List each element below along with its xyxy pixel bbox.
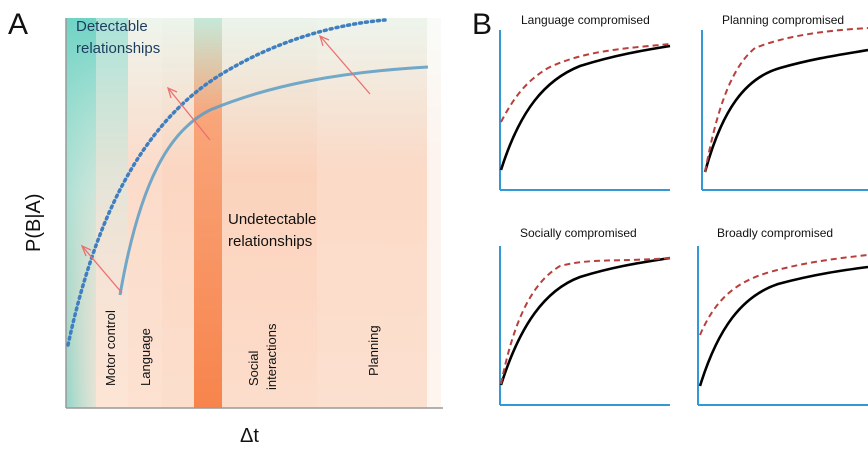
subplot-planning-compromised: Planning compromised [701,13,868,191]
subplot-title: Language compromised [521,13,650,27]
undetectable-label-line1: Undetectable [228,211,316,228]
subplot-broadly-compromised: Broadly compromised [697,226,868,406]
undetectable-label-line2: relationships [228,233,312,250]
subplot-language-compromised: Language compromised [499,13,671,191]
band-label-planning: Planning [366,325,381,376]
subplot-title: Socially compromised [520,226,637,240]
shift-arrows [80,34,371,294]
solid-detectability-curve [118,65,429,296]
compromised-curve [500,43,671,123]
panel-a-background [66,18,441,408]
baseline-curve [499,256,671,386]
baseline-curve [499,44,671,171]
compromised-curve [699,254,868,336]
panel-a: A Detect [8,8,443,447]
subplot-title: Planning compromised [722,13,844,27]
subplot-title: Broadly compromised [717,226,833,240]
detectable-label-line1: Detectable [76,18,148,35]
panel-a-x-label: Δt [240,425,259,447]
panel-b: B Language compromised Planning compromi… [472,8,868,406]
panel-a-y-label: P(B|A) [23,193,45,252]
panel-a-letter: A [8,8,28,41]
detectable-label-line2: relationships [76,40,160,57]
band-label-social: Social [246,350,261,386]
baseline-curve [703,48,868,173]
baseline-curve [698,265,868,387]
band-label-language: Language [138,328,153,386]
orange-band [194,18,222,408]
panel-b-letter: B [472,8,492,41]
subplot-socially-compromised: Socially compromised [499,226,671,406]
band-label-motor-control: Motor control [103,310,118,386]
compromised-curve [704,27,868,173]
band-label-interactions: interactions [264,323,279,390]
compromised-curve [500,257,671,385]
dotted-detectability-curve [66,18,387,347]
